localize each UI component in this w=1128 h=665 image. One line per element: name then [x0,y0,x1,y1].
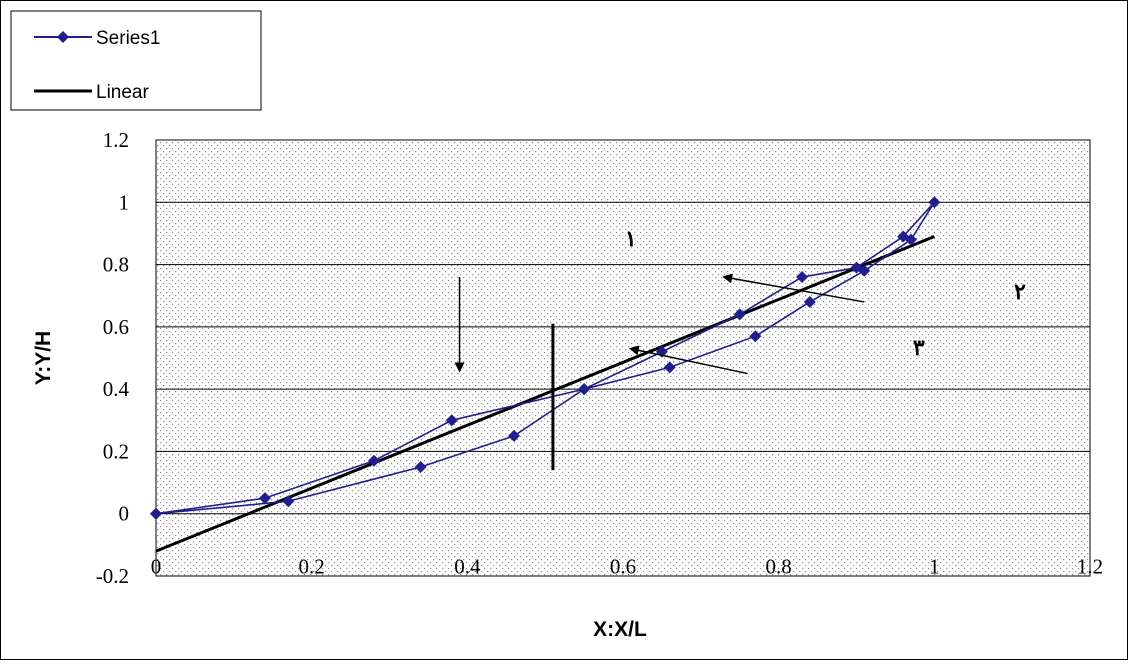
annotation-arrow [628,345,748,375]
y-axis: -0.2 0 0.2 0.4 0.6 0.8 1 1.2 [96,128,130,588]
series1-point [749,330,762,343]
annotation-label: ٢ [1014,279,1026,304]
annotation-label: ٣ [913,335,925,360]
x-tick-label: 1 [929,555,940,579]
legend-label-series1: Series1 [96,28,160,49]
legend-label-linear: Linear [96,82,149,103]
series1-point [445,414,458,427]
series1-point [928,196,941,209]
series1-point [150,507,162,520]
legend-box [10,10,262,111]
series1-point [803,295,816,308]
series1-point [904,233,917,246]
series1-point [367,454,380,467]
x-tick-label: 0.4 [454,555,481,579]
y-tick-label: 0.4 [103,377,130,401]
y-tick-label: 1 [119,190,130,214]
legend: Series1 Linear [10,10,262,111]
y-tick-label: 0 [119,502,130,526]
annotation-arrow [722,273,865,303]
x-tick-label: 1.2 [1077,555,1103,579]
series1-point [508,429,521,442]
x-tick-label: 0 [151,555,162,579]
y-tick-label: 1.2 [103,128,129,152]
series1-point [414,461,427,473]
y-tick-label: 0.6 [103,315,129,339]
x-axis: 0 0.2 0.4 0.6 0.8 1 1.2 [151,555,1103,579]
annotation-layer: ١ ٢ ٣ [454,226,1026,471]
legend-entry-series1: Series1 [34,28,160,49]
series1-point [282,495,295,508]
y-tick-label: -0.2 [96,564,129,588]
x-tick-label: 0.8 [766,555,792,579]
series1-point [578,383,591,396]
legend-entry-linear: Linear [34,82,149,103]
series1-point [258,492,271,505]
y-tick-label: 0.2 [103,439,129,463]
annotation-label: ١ [625,226,637,251]
series-layer [150,196,941,553]
series1-point [796,271,809,284]
series1-point [733,308,746,321]
x-tick-label: 0.6 [610,555,636,579]
legend-diamond-icon [57,31,69,43]
y-axis-label: Y:Y/H [32,331,55,385]
y-tick-label: 0.8 [103,253,129,277]
series1-point [663,361,676,374]
series1-point [858,264,871,277]
plot-area [155,139,1091,577]
x-axis-label: X:X/L [593,618,647,641]
x-tick-label: 0.2 [299,555,325,579]
